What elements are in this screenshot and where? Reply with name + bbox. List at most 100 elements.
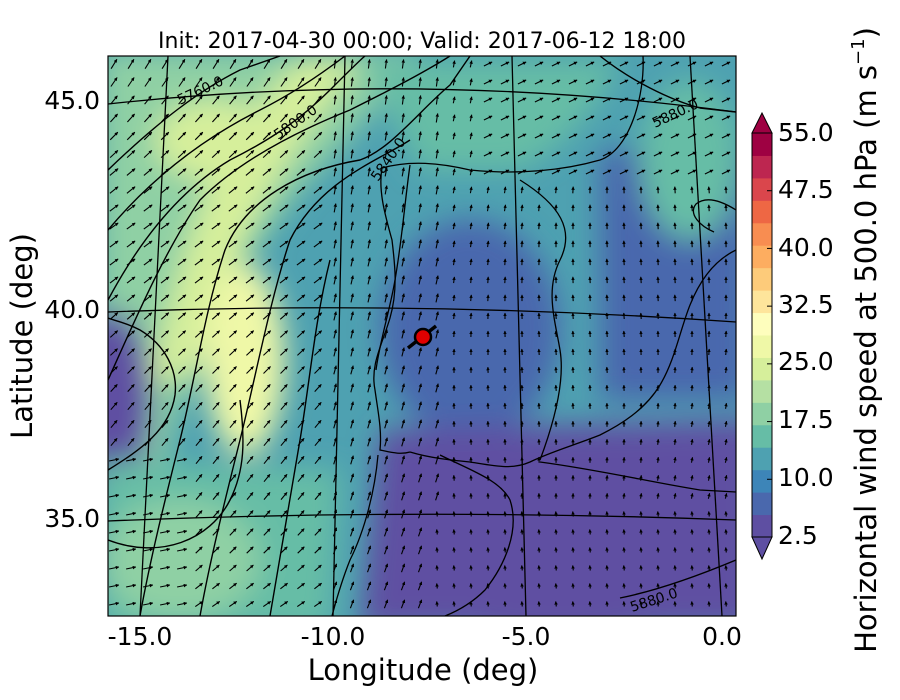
wind-arrow bbox=[400, 563, 406, 573]
wind-arrow bbox=[486, 186, 490, 194]
wind-arrow bbox=[229, 419, 237, 429]
wind-arrow bbox=[194, 168, 204, 176]
wind-arrow bbox=[212, 455, 220, 465]
wind-arrow bbox=[142, 511, 154, 516]
wind-arrow bbox=[280, 348, 288, 356]
wind-arrow bbox=[452, 204, 456, 212]
wind-arrow bbox=[469, 96, 473, 104]
wind-arrow bbox=[690, 565, 694, 571]
wind-arrow bbox=[605, 565, 609, 571]
wind-arrow bbox=[670, 133, 680, 139]
wind-arrow bbox=[125, 565, 137, 570]
geopotential-contours bbox=[108, 56, 736, 616]
wind-arrow bbox=[211, 330, 221, 338]
wind-arrow bbox=[520, 529, 524, 535]
colorbar-tick-label: 55.0 bbox=[778, 118, 834, 147]
wind-arrow bbox=[246, 510, 254, 518]
wind-arrow bbox=[384, 437, 389, 447]
graticule bbox=[108, 56, 736, 616]
colorbar-segment bbox=[752, 469, 772, 493]
wind-arrow bbox=[194, 149, 204, 159]
wind-arrow bbox=[297, 401, 305, 411]
wind-arrow bbox=[297, 528, 305, 536]
wind-arrow bbox=[418, 221, 422, 231]
wind-arrow bbox=[670, 151, 680, 157]
wind-arrow bbox=[350, 95, 354, 105]
wind-arrow bbox=[349, 527, 355, 537]
x-tick-label: 0.0 bbox=[702, 622, 742, 651]
wind-arrow bbox=[673, 456, 677, 463]
wind-arrow bbox=[211, 186, 221, 194]
wind-arrow bbox=[707, 438, 711, 445]
wind-arrow bbox=[108, 601, 120, 606]
wind-arrow bbox=[246, 455, 254, 465]
map-title: Init: 2017-04-30 00:00; Valid: 2017-06-1… bbox=[158, 29, 686, 54]
wind-arrow bbox=[469, 168, 473, 176]
wind-arrow bbox=[724, 547, 728, 553]
wind-arrow bbox=[673, 601, 677, 607]
wind-arrow bbox=[452, 114, 456, 122]
wind-arrow bbox=[228, 600, 238, 608]
wind-arrow bbox=[367, 311, 372, 321]
wind-arrow bbox=[333, 365, 338, 375]
wind-arrow bbox=[585, 151, 595, 157]
wind-arrow bbox=[263, 59, 271, 69]
wind-arrow bbox=[211, 276, 221, 284]
wind-arrow bbox=[486, 204, 490, 212]
wind-arrow bbox=[313, 149, 323, 159]
wind-arrow bbox=[110, 59, 118, 69]
wind-arrow bbox=[554, 565, 558, 571]
wind-arrow bbox=[178, 401, 186, 411]
wind-arrow bbox=[435, 329, 440, 339]
wind-arrow bbox=[520, 547, 524, 553]
wind-arrow bbox=[177, 258, 187, 266]
wind-arrow bbox=[313, 312, 323, 320]
wind-arrow bbox=[435, 365, 440, 375]
wind-arrow bbox=[110, 348, 118, 356]
wind-arrow bbox=[109, 330, 119, 338]
wind-arrow bbox=[211, 168, 221, 176]
wind-arrow bbox=[367, 455, 372, 465]
wind-arrow bbox=[229, 473, 237, 483]
wind-arrow bbox=[109, 168, 119, 176]
wind-arrow bbox=[571, 601, 575, 607]
wind-arrow bbox=[280, 59, 288, 69]
wind-arrow bbox=[245, 294, 255, 302]
wind-arrow bbox=[143, 204, 153, 212]
wind-arrow bbox=[313, 240, 323, 248]
wind-arrow bbox=[687, 169, 697, 175]
wind-arrow bbox=[639, 492, 643, 499]
wind-arrow bbox=[246, 546, 254, 554]
wind-arrow bbox=[332, 527, 338, 537]
wind-arrow bbox=[401, 401, 406, 411]
wind-arrow bbox=[159, 583, 171, 588]
wind-arrow bbox=[418, 95, 422, 105]
wind-arrow bbox=[707, 384, 711, 391]
wind-arrow bbox=[212, 95, 220, 105]
wind-arrow bbox=[160, 276, 170, 284]
wind-arrow bbox=[418, 311, 423, 321]
wind-arrow bbox=[452, 258, 456, 266]
wind-arrow bbox=[469, 240, 473, 248]
wind-arrow bbox=[500, 151, 510, 157]
wind-arrow bbox=[418, 509, 423, 519]
wind-arrow bbox=[619, 79, 629, 85]
wind-arrow bbox=[279, 330, 289, 338]
wind-arrow bbox=[534, 97, 544, 103]
wind-arrow bbox=[435, 473, 440, 483]
colorbar-tick-label: 17.5 bbox=[778, 405, 834, 434]
wind-arrow bbox=[602, 97, 612, 103]
wind-arrow bbox=[161, 401, 169, 411]
wind-arrow bbox=[687, 97, 697, 103]
wind-arrow bbox=[383, 599, 389, 609]
wind-arrow bbox=[110, 95, 118, 105]
wind-arrow bbox=[211, 312, 221, 320]
colorbar-segment bbox=[752, 379, 772, 403]
wind-arrow bbox=[109, 276, 119, 284]
wind-arrow bbox=[126, 330, 136, 338]
wind-arrow bbox=[143, 312, 153, 320]
wind-arrow bbox=[435, 293, 440, 303]
wind-arrow bbox=[673, 547, 677, 553]
wind-arrow bbox=[314, 59, 322, 69]
wind-arrow bbox=[656, 583, 660, 589]
